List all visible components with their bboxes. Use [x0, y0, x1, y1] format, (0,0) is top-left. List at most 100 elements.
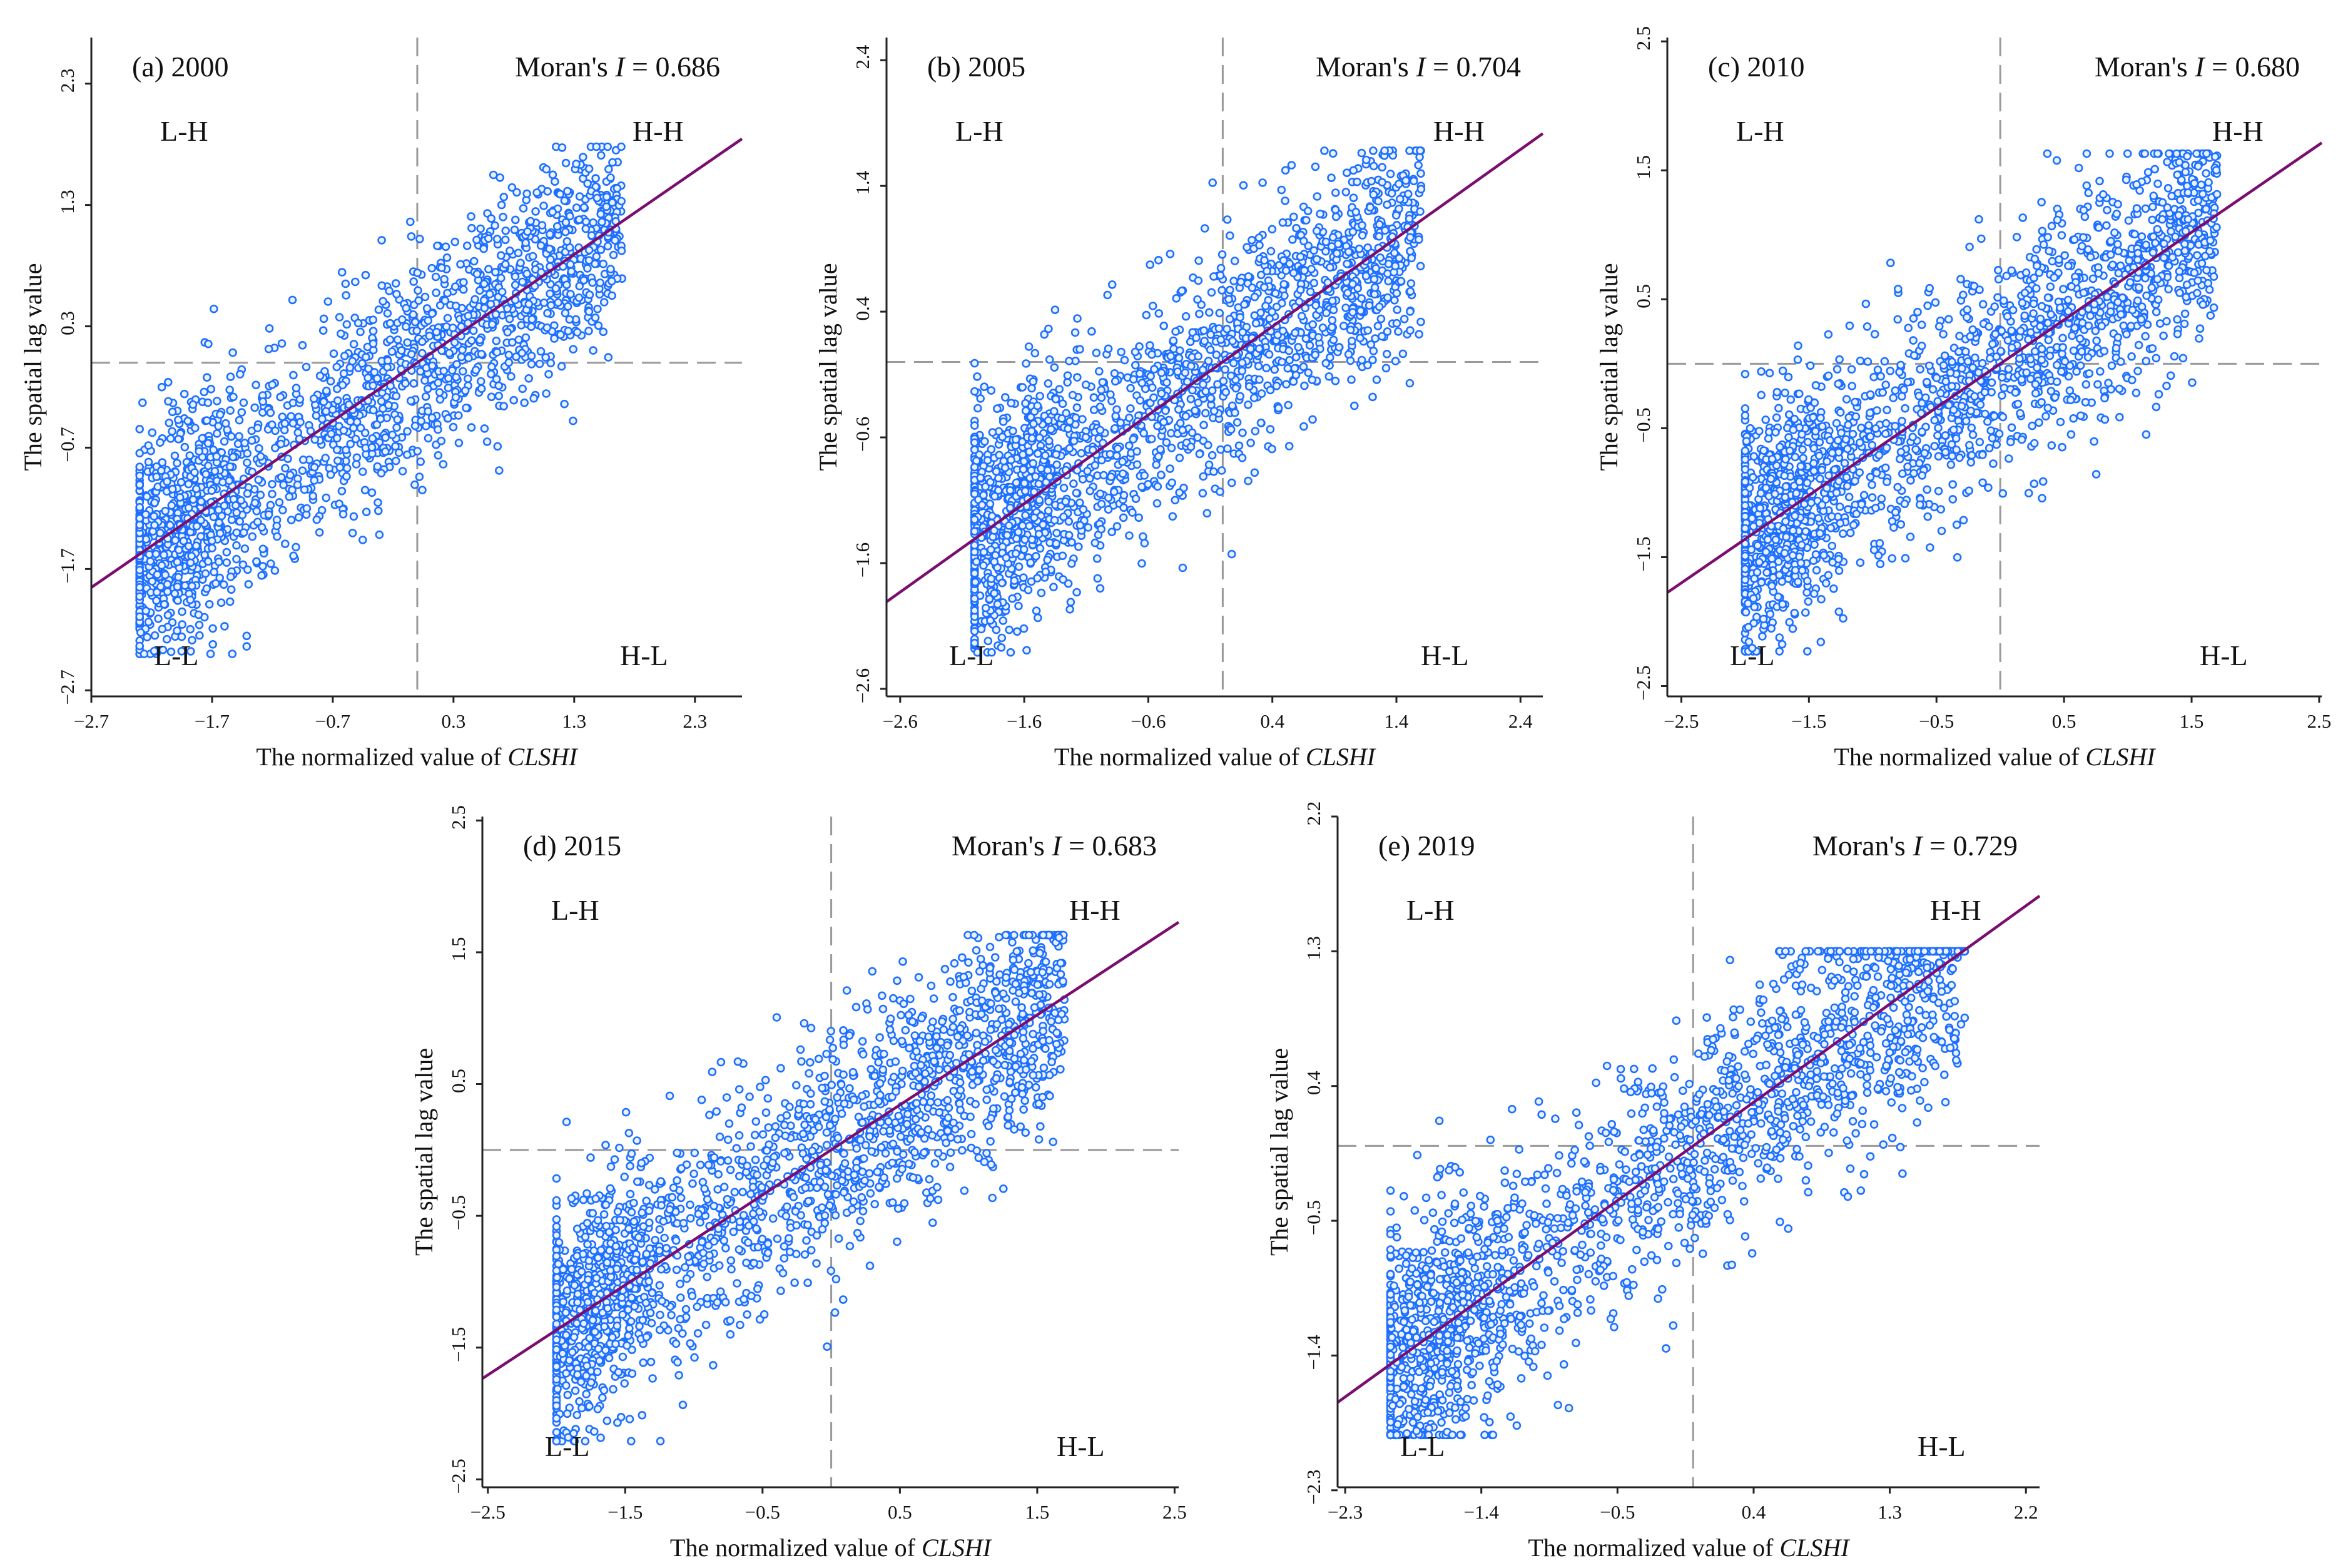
data-point	[503, 304, 512, 313]
morans-i-label: Moran's I = 0.686	[515, 51, 720, 83]
data-point	[2032, 262, 2041, 270]
data-point	[203, 398, 213, 407]
data-point	[449, 422, 458, 432]
data-point	[183, 416, 193, 425]
data-point	[1383, 349, 1391, 359]
data-point	[1318, 323, 1328, 332]
data-point	[1005, 625, 1014, 634]
data-point	[175, 546, 183, 554]
data-point	[1863, 322, 1872, 331]
data-point	[1387, 189, 1396, 198]
data-point	[480, 303, 489, 313]
data-point	[215, 518, 223, 527]
data-point	[1073, 314, 1082, 323]
data-point	[1092, 554, 1102, 563]
data-point	[1357, 355, 1366, 365]
data-point	[490, 221, 499, 230]
points-group	[1741, 149, 2222, 656]
data-point	[970, 606, 979, 615]
data-point	[467, 336, 476, 345]
x-tick-label: −1.6	[1007, 710, 1042, 732]
data-point	[298, 340, 307, 350]
data-point	[511, 215, 520, 225]
data-point	[228, 649, 237, 658]
data-point	[1128, 508, 1137, 517]
data-point	[409, 379, 419, 388]
data-point	[277, 339, 287, 348]
data-point	[1148, 383, 1157, 392]
data-point	[383, 308, 392, 318]
data-point	[1328, 296, 1337, 305]
data-point	[1255, 375, 1264, 384]
data-point	[434, 451, 443, 460]
data-point	[1834, 566, 1844, 575]
data-point	[1307, 265, 1316, 273]
data-point	[356, 327, 365, 337]
data-point	[1814, 514, 1823, 523]
data-point	[186, 624, 195, 634]
data-point	[1171, 327, 1180, 336]
data-point	[256, 452, 265, 461]
data-point	[607, 198, 617, 207]
data-point	[253, 424, 262, 432]
data-point	[358, 536, 367, 544]
data-point	[1294, 342, 1303, 352]
data-point	[469, 257, 479, 266]
data-point	[487, 392, 496, 402]
data-point	[1037, 588, 1046, 598]
data-point	[1391, 262, 1400, 271]
data-point	[435, 388, 444, 397]
data-point	[298, 466, 307, 476]
data-point	[1107, 280, 1117, 289]
data-point	[1278, 327, 1288, 335]
data-point	[141, 606, 151, 616]
data-point	[276, 392, 285, 402]
data-point	[1058, 551, 1067, 561]
data-point	[374, 506, 383, 516]
data-point	[237, 408, 246, 417]
data-point	[1341, 303, 1350, 312]
data-point	[1766, 609, 1775, 619]
data-point	[225, 476, 234, 486]
data-point	[458, 367, 467, 376]
data-point	[226, 432, 236, 441]
data-point	[1268, 444, 1276, 454]
data-point	[521, 238, 531, 248]
data-point	[239, 398, 248, 407]
data-point	[255, 444, 263, 453]
data-point	[160, 551, 168, 559]
data-point	[289, 551, 298, 561]
data-point	[439, 460, 448, 469]
data-point	[195, 447, 204, 456]
data-point	[2137, 232, 2147, 241]
data-point	[1029, 419, 1038, 429]
data-point	[524, 300, 534, 308]
data-point	[368, 381, 378, 390]
data-point	[403, 427, 412, 436]
data-point	[569, 345, 578, 354]
data-point	[451, 393, 460, 402]
data-point	[1176, 419, 1185, 428]
data-point	[1331, 376, 1340, 385]
data-point	[1394, 327, 1403, 336]
data-point	[1044, 324, 1053, 333]
data-point	[1415, 330, 1423, 339]
data-point	[140, 649, 149, 658]
data-point	[2202, 169, 2210, 178]
data-point	[1131, 494, 1141, 503]
data-point	[184, 479, 193, 489]
data-point	[337, 268, 347, 277]
data-point	[487, 362, 496, 372]
data-point	[1306, 287, 1315, 297]
y-tick-label: 1.3	[56, 190, 78, 214]
data-point	[1200, 224, 1209, 233]
data-point	[1881, 380, 1890, 389]
data-point	[435, 301, 445, 310]
data-point	[1934, 452, 1943, 461]
data-point	[1209, 467, 1218, 476]
data-point	[1248, 283, 1257, 292]
data-point	[491, 310, 501, 319]
data-point	[231, 501, 240, 510]
data-point	[1250, 311, 1259, 320]
data-point	[1014, 562, 1024, 571]
